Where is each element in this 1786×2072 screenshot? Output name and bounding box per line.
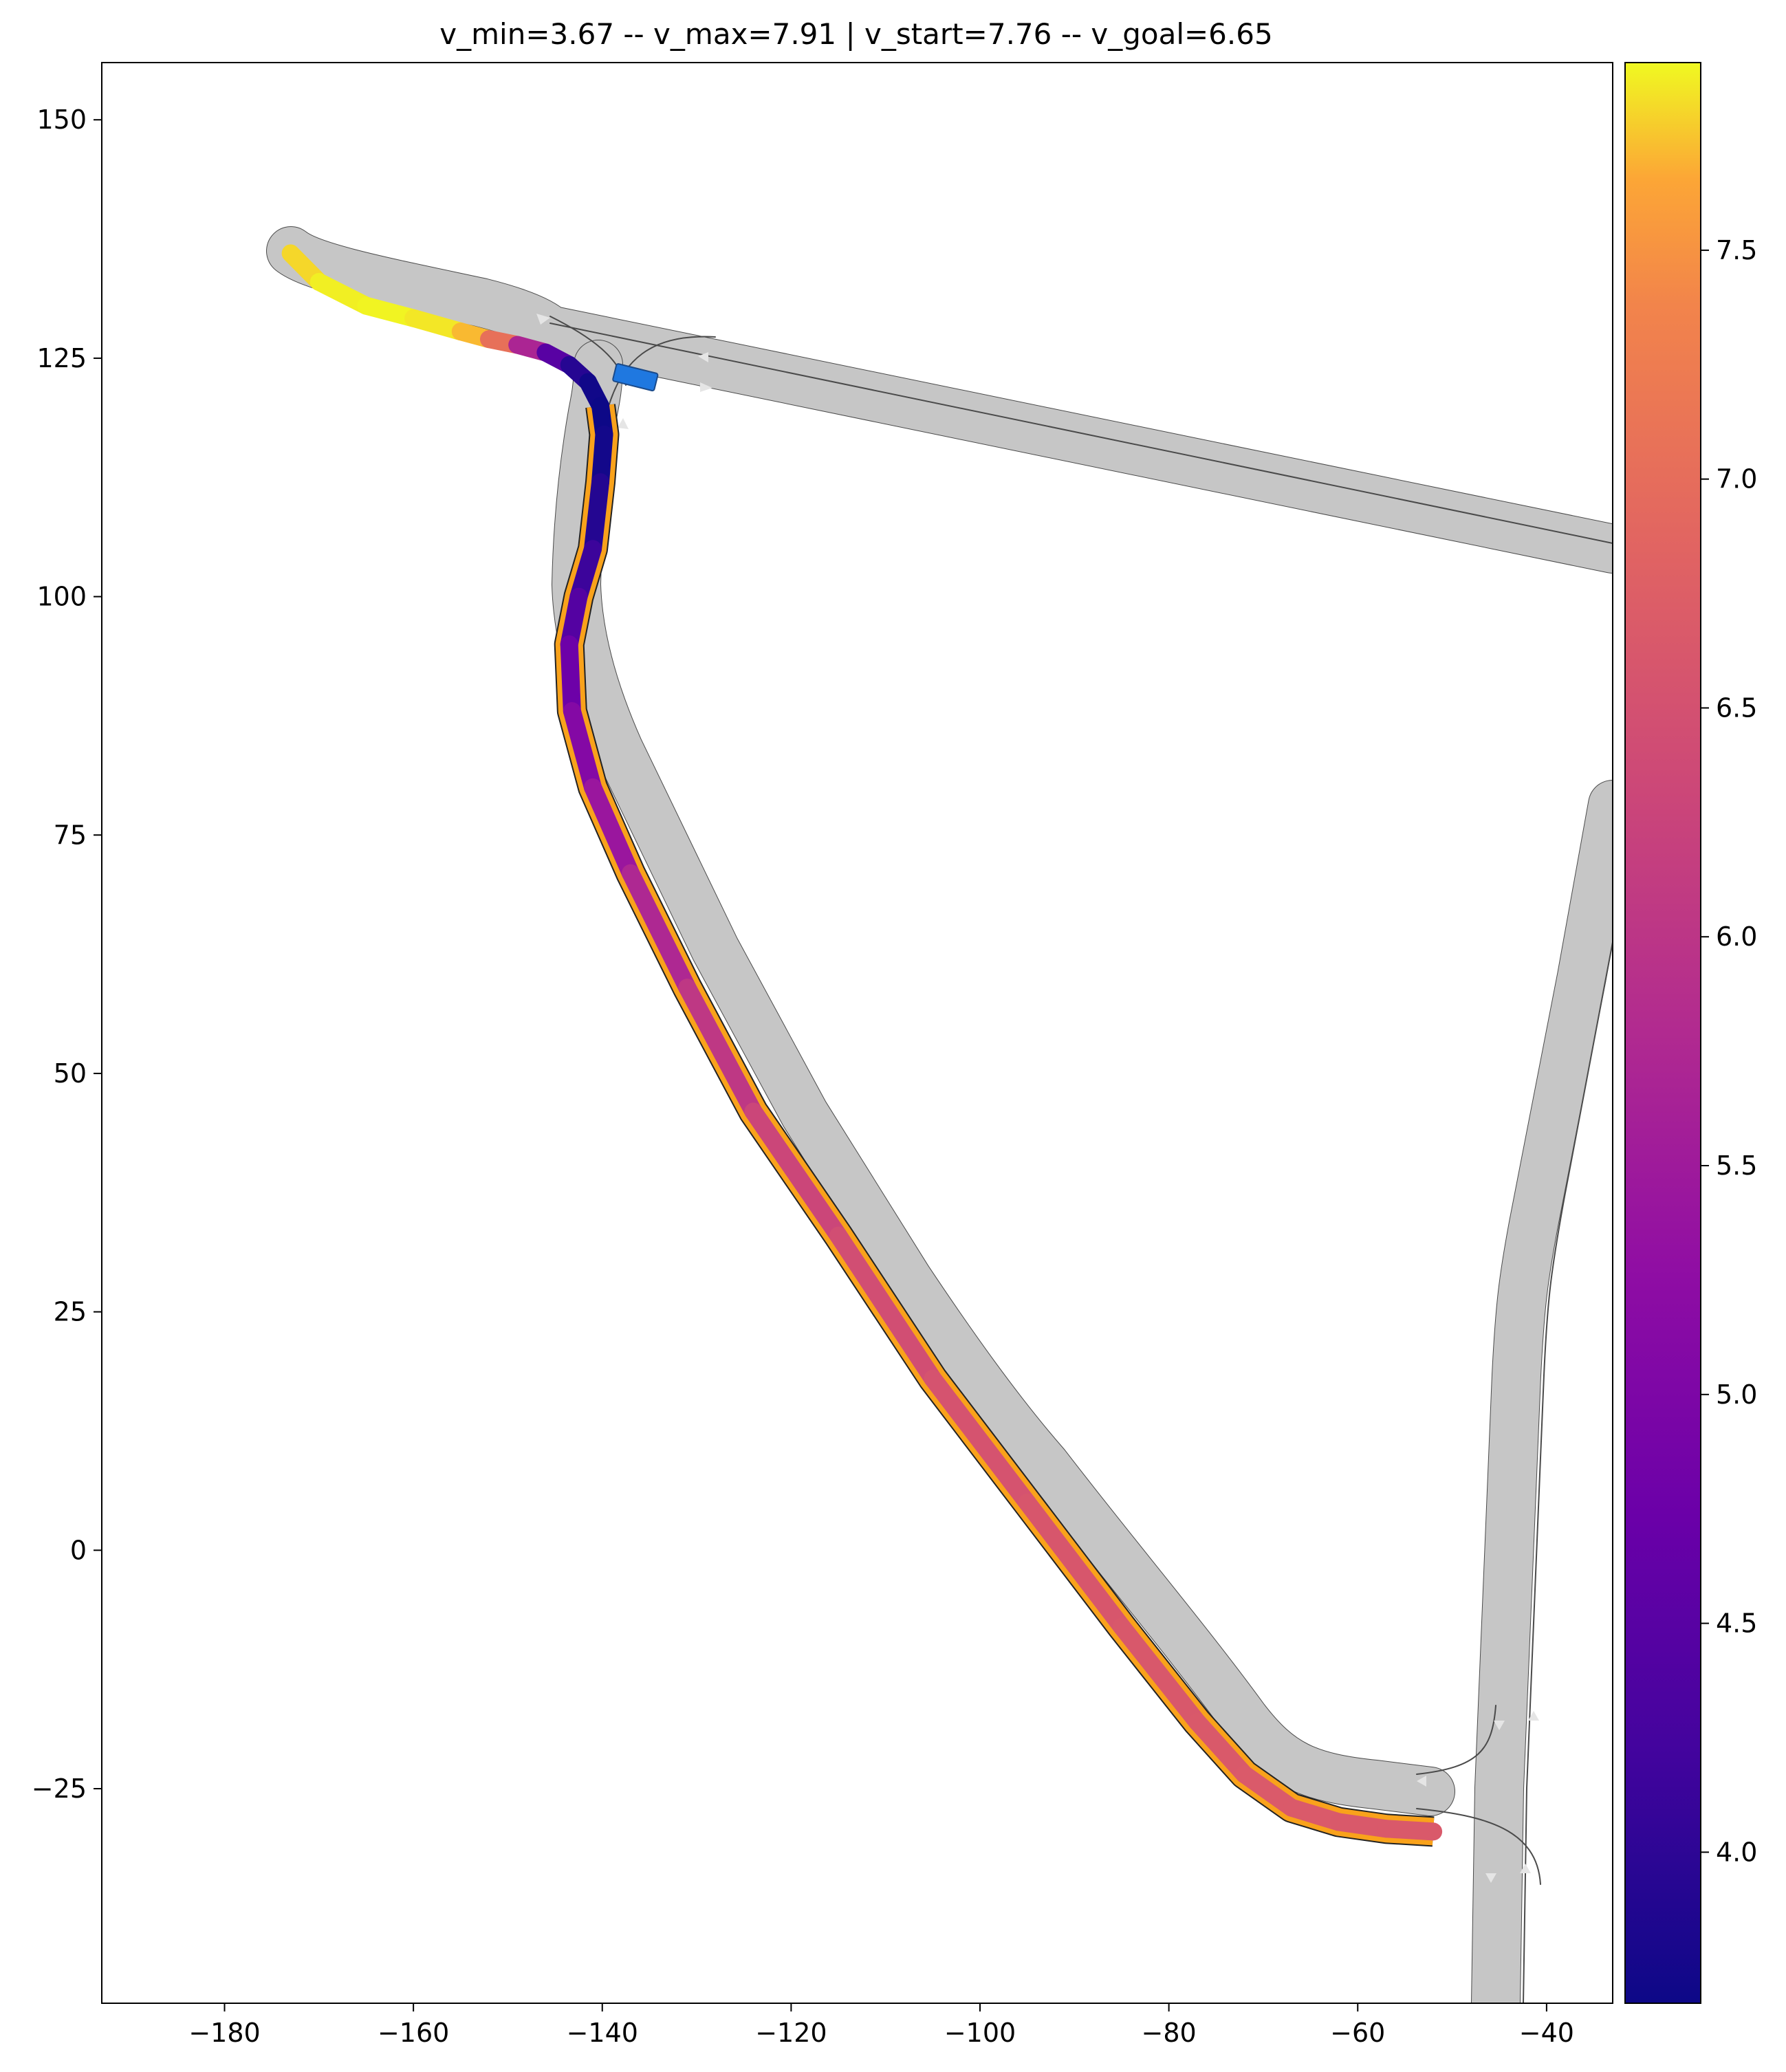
lane-arrow-icon	[536, 314, 550, 325]
x-tick-label: −180	[188, 2018, 260, 2048]
trajectory-segment	[1377, 1820, 1443, 1841]
x-tick-label: −100	[944, 2018, 1016, 2048]
trajectory-segment	[829, 1226, 942, 1388]
colorbar-axis: 7.5 7.0 6.5 6.0 5.5 5.0 4.5 4.0	[1701, 235, 1757, 1867]
colorbar-gradient	[1624, 62, 1701, 2004]
intersection-connector-top-2	[605, 336, 716, 420]
lane-arrow-icon	[698, 352, 708, 362]
x-tick-label: −40	[1519, 2018, 1574, 2048]
y-tick-label: 0	[70, 1535, 87, 1565]
y-tick-label: 125	[36, 343, 87, 373]
intersection-connector-bottom	[1416, 1705, 1496, 1775]
chart-title: v_min=3.67 -- v_max=7.91 | v_start=7.76 …	[439, 17, 1272, 51]
trajectory-segment	[621, 864, 697, 997]
road-descent	[552, 340, 1455, 1815]
trajectory-segment	[678, 979, 763, 1121]
colorbar-tick-label: 7.5	[1716, 235, 1757, 265]
road-right-vertical	[1472, 781, 1613, 2003]
lane-arrows	[536, 314, 1539, 1883]
plot-frame	[101, 62, 1613, 2004]
trajectory-segment	[563, 701, 602, 796]
x-tick-label: −60	[1330, 2018, 1385, 2048]
colorbar-tick-label: 6.0	[1716, 922, 1757, 952]
x-axis: −180 −160 −140 −120 −100 −80 −60 −40	[188, 2003, 1574, 2048]
trajectory-segment	[1188, 1712, 1254, 1784]
road-main-diagonal	[267, 227, 1613, 573]
trajectory-segment	[1235, 1765, 1301, 1817]
y-tick-label: 75	[54, 820, 87, 850]
trajectory-segment	[924, 1369, 1036, 1512]
trajectory-speed-segments	[281, 244, 1443, 1841]
y-tick-label: 100	[36, 582, 87, 612]
plot-area	[266, 226, 1613, 2003]
colorbar-tick-label: 5.5	[1716, 1150, 1757, 1181]
trajectory-segment	[560, 635, 581, 720]
lane-arrow-icon	[1485, 1873, 1496, 1883]
road-main-centerline	[549, 323, 1613, 544]
y-tick-label: 150	[36, 105, 87, 135]
ego-vehicle	[612, 363, 659, 392]
colorbar: 7.5 7.0 6.5 6.0 5.5 5.0 4.5 4.0	[1624, 62, 1757, 2004]
y-tick-label: −25	[32, 1774, 87, 1804]
lane-arrow-icon	[1494, 1721, 1505, 1730]
trajectory-segment	[744, 1102, 848, 1245]
lane-arrow-icon	[1417, 1776, 1426, 1787]
road-right-centerline	[1523, 941, 1613, 2003]
lane-arrow-icon	[1528, 1711, 1539, 1721]
x-tick-label: −80	[1142, 2018, 1197, 2048]
trajectory-segment	[584, 778, 640, 882]
y-axis: 150 125 100 75 50 25 0 −25	[32, 105, 102, 1804]
colorbar-tick-label: 5.0	[1716, 1379, 1757, 1410]
road-descent-outline	[552, 340, 1455, 1816]
intersection-connector-bottom-2	[1416, 1808, 1541, 1885]
lane-arrow-icon	[618, 418, 629, 429]
trajectory-segment	[1018, 1493, 1131, 1636]
colorbar-tick-label: 6.5	[1716, 693, 1757, 723]
colorbar-tick-label: 7.0	[1716, 464, 1757, 494]
x-tick-label: −160	[378, 2018, 449, 2048]
y-tick-label: 50	[54, 1058, 87, 1089]
x-tick-label: −140	[567, 2018, 638, 2048]
colorbar-tick-label: 4.5	[1716, 1608, 1757, 1639]
trajectory-band-outline	[554, 404, 1435, 1847]
lane-arrow-icon	[1520, 1864, 1531, 1873]
x-tick-label: −120	[755, 2018, 827, 2048]
trajectory-segment	[1112, 1617, 1206, 1731]
y-tick-label: 25	[54, 1297, 87, 1327]
colorbar-tick-label: 4.0	[1716, 1837, 1757, 1867]
trajectory-band	[555, 404, 1435, 1846]
lane-arrow-icon	[700, 382, 712, 392]
trajectory-segment	[584, 473, 610, 558]
road-network	[266, 226, 1613, 2003]
